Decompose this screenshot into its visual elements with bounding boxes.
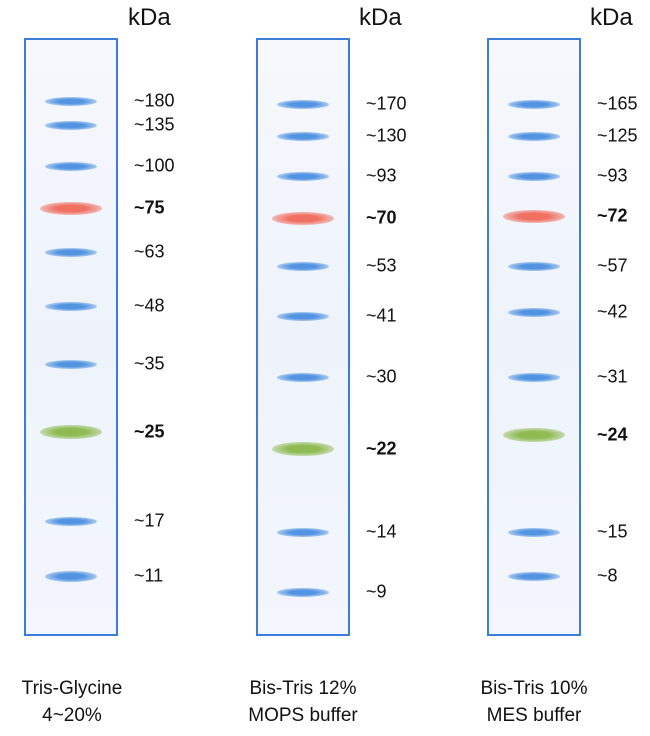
gel-band-blue [277,587,329,597]
unit-label: kDa [128,4,171,31]
caption-line2: 4~20% [42,705,102,726]
gel-band-blue [45,301,97,311]
band-size-label: ~70 [366,207,397,228]
caption-line1: Bis-Tris 10% [480,678,588,699]
gel-band-blue [277,311,329,321]
ladder-panel-bis-tris-mops: kDa Bis-Tris 12% MOPS buffer ~170 ~130 ~93… [231,0,447,736]
band-size-label: ~24 [597,424,628,445]
band-size-label: ~35 [134,353,165,374]
gel-band-blue [508,261,560,271]
gel-lane [487,38,581,636]
band-size-label: ~57 [597,255,628,276]
band-size-label: ~53 [366,255,397,276]
gel-band-blue [508,171,560,181]
ladder-panel-bis-tris-mes: kDa Bis-Tris 10% MES buffer ~165 ~125 ~93 ~… [462,0,650,736]
gel-band-blue [45,359,97,369]
caption-line2: MOPS buffer [248,705,358,726]
band-size-label: ~14 [366,521,397,542]
band-size-label: ~125 [597,125,638,146]
gel-band-blue [508,99,560,109]
band-size-label: ~30 [366,366,397,387]
band-size-label: ~93 [366,165,397,186]
band-size-label: ~11 [134,565,164,586]
caption-line1: Tris-Glycine [21,678,123,699]
band-size-label: ~72 [597,205,628,226]
gel-band-blue [508,131,560,141]
gel-band-blue [45,161,97,171]
band-size-label: ~31 [597,366,628,387]
caption-line2: MES buffer [486,705,582,726]
gel-band-blue [45,247,97,257]
caption: Tris-Glycine 4~20% [0,675,172,729]
gel-band-blue [277,99,329,109]
gel-lane [24,38,118,636]
gel-band-red [272,211,334,225]
band-size-label: ~165 [597,93,638,114]
band-size-label: ~17 [134,510,165,531]
band-size-label: ~8 [597,565,618,586]
gel-band-blue [45,96,97,106]
caption: Bis-Tris 10% MES buffer [434,675,634,729]
gel-band-blue [277,131,329,141]
band-size-label: ~180 [134,90,175,111]
gel-band-blue [277,261,329,271]
gel-band-blue [277,372,329,382]
band-size-label: ~100 [134,155,175,176]
band-size-label: ~135 [134,114,175,135]
unit-label: kDa [590,4,633,31]
caption-line1: Bis-Tris 12% [249,678,357,699]
gel-band-blue [508,307,560,317]
gel-band-green [40,425,102,439]
gel-band-blue [508,527,560,537]
band-size-label: ~75 [134,197,165,218]
ladder-panel-tris-glycine: kDa Tris-Glycine 4~20% ~180 ~135 ~100 ~75 ~6… [0,0,216,736]
gel-lane [256,38,350,636]
band-size-label: ~48 [134,295,165,316]
band-size-label: ~9 [366,581,387,602]
gel-band-green [503,428,565,442]
band-size-label: ~130 [366,125,407,146]
gel-band-red [503,209,565,223]
gel-band-blue [45,570,97,582]
gel-band-blue [45,120,97,130]
gel-band-blue [277,527,329,537]
band-size-label: ~63 [134,241,165,262]
unit-label: kDa [359,4,402,31]
band-size-label: ~41 [366,305,397,326]
gel-band-blue [45,516,97,526]
gel-band-blue [508,571,560,581]
band-size-label: ~42 [597,301,628,322]
gel-band-blue [508,372,560,382]
gel-band-red [40,201,102,215]
caption: Bis-Tris 12% MOPS buffer [203,675,403,729]
band-size-label: ~25 [134,421,165,442]
band-size-label: ~93 [597,165,628,186]
band-size-label: ~15 [597,521,628,542]
band-size-label: ~22 [366,438,397,459]
gel-band-green [272,442,334,456]
gel-band-blue [277,171,329,181]
band-size-label: ~170 [366,93,407,114]
